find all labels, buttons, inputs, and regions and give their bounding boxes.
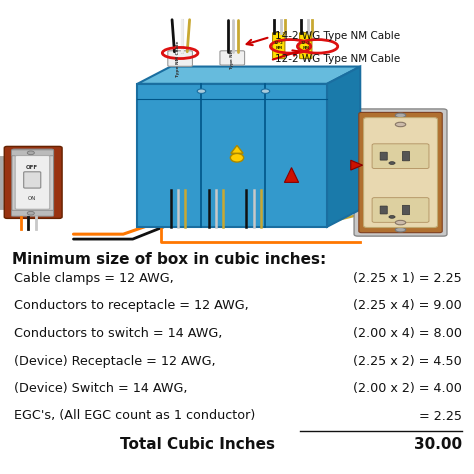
FancyBboxPatch shape (402, 152, 410, 161)
FancyBboxPatch shape (15, 155, 50, 209)
Text: (2.25 x 4) = 9.00: (2.25 x 4) = 9.00 (353, 300, 462, 312)
Text: (2.25 x 2) = 4.50: (2.25 x 2) = 4.50 (353, 355, 462, 367)
Ellipse shape (27, 151, 35, 155)
Text: ON: ON (28, 196, 36, 201)
FancyBboxPatch shape (24, 172, 41, 188)
FancyBboxPatch shape (380, 152, 387, 160)
Text: (2.00 x 2) = 4.00: (2.00 x 2) = 4.00 (353, 382, 462, 395)
FancyBboxPatch shape (273, 33, 285, 59)
Text: 12-2
NM: 12-2 NM (301, 41, 310, 50)
FancyBboxPatch shape (4, 146, 62, 219)
Ellipse shape (395, 220, 406, 225)
Polygon shape (327, 66, 360, 227)
Text: Type NM: Type NM (230, 49, 234, 69)
FancyBboxPatch shape (12, 149, 54, 216)
Text: OFF: OFF (26, 165, 38, 170)
Text: Total Cubic Inches: Total Cubic Inches (120, 437, 275, 452)
Ellipse shape (389, 162, 395, 164)
Text: Conductors to receptacle = 12 AWG,: Conductors to receptacle = 12 AWG, (14, 300, 249, 312)
Text: Conductors to switch = 14 AWG,: Conductors to switch = 14 AWG, (14, 327, 222, 340)
Text: 14-2 WG Type NM Cable: 14-2 WG Type NM Cable (275, 31, 400, 41)
Ellipse shape (27, 211, 35, 215)
Polygon shape (231, 146, 243, 153)
Text: 12-2 WG Type NM Cable: 12-2 WG Type NM Cable (275, 54, 400, 64)
Text: (2.00 x 4) = 8.00: (2.00 x 4) = 8.00 (353, 327, 462, 340)
FancyBboxPatch shape (137, 84, 327, 227)
FancyBboxPatch shape (354, 109, 447, 236)
Text: 12-2
NM: 12-2 NM (274, 41, 283, 50)
Text: = 2.25: = 2.25 (419, 410, 462, 422)
Ellipse shape (395, 228, 406, 232)
FancyBboxPatch shape (364, 118, 438, 228)
FancyBboxPatch shape (300, 33, 312, 59)
Ellipse shape (389, 216, 395, 218)
FancyBboxPatch shape (359, 112, 442, 233)
Ellipse shape (230, 154, 244, 162)
Text: (Device) Receptacle = 12 AWG,: (Device) Receptacle = 12 AWG, (14, 355, 216, 367)
FancyBboxPatch shape (168, 51, 192, 66)
FancyBboxPatch shape (372, 198, 429, 222)
FancyBboxPatch shape (372, 144, 429, 168)
Polygon shape (284, 168, 299, 182)
FancyBboxPatch shape (380, 206, 387, 214)
Ellipse shape (197, 89, 206, 93)
FancyBboxPatch shape (220, 51, 245, 65)
Text: Minimum size of box in cubic inches:: Minimum size of box in cubic inches: (12, 252, 326, 267)
FancyBboxPatch shape (402, 205, 410, 215)
Text: Type NM Cable: Type NM Cable (176, 41, 180, 77)
Ellipse shape (395, 113, 406, 118)
Text: (2.25 x 1) = 2.25: (2.25 x 1) = 2.25 (353, 272, 462, 285)
FancyBboxPatch shape (11, 150, 54, 156)
Text: EGC's, (All EGC count as 1 conductor): EGC's, (All EGC count as 1 conductor) (14, 410, 255, 422)
Text: (Device) Switch = 14 AWG,: (Device) Switch = 14 AWG, (14, 382, 188, 395)
Polygon shape (137, 66, 360, 84)
Text: 30.00: 30.00 (414, 437, 462, 452)
Text: Cable clamps = 12 AWG,: Cable clamps = 12 AWG, (14, 272, 174, 285)
FancyBboxPatch shape (11, 210, 54, 216)
Ellipse shape (395, 122, 406, 127)
Ellipse shape (261, 89, 270, 93)
Polygon shape (351, 160, 363, 170)
